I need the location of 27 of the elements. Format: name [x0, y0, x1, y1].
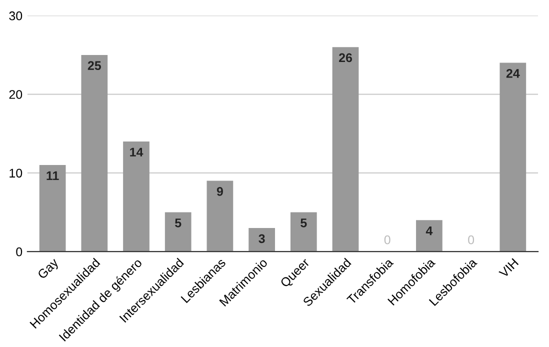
y-tick-label: 30 [9, 11, 22, 20]
data-label: 4 [426, 226, 433, 236]
bar [206, 180, 234, 252]
data-label: 0 [468, 235, 474, 244]
bar [416, 220, 442, 252]
data-label: 3 [258, 234, 265, 244]
data-label: 5 [300, 218, 307, 228]
data-label: 11 [46, 171, 59, 180]
bar [123, 141, 150, 252]
bar [290, 212, 317, 252]
data-label: 25 [88, 61, 102, 70]
bar [81, 54, 108, 252]
x-tick-label: VIH [498, 258, 519, 278]
data-label: 0 [384, 235, 390, 244]
bar [500, 62, 526, 252]
data-label: 14 [130, 148, 144, 156]
data-label: 24 [506, 69, 520, 78]
bar [39, 165, 66, 252]
data-label: 9 [216, 187, 223, 196]
y-tick-label: 10 [10, 168, 22, 178]
y-tick-label: 0 [16, 247, 22, 256]
y-tick-label: 20 [9, 90, 22, 99]
data-label: 26 [338, 53, 352, 62]
data-label: 5 [175, 218, 182, 228]
bar [248, 228, 275, 252]
bar [164, 212, 192, 252]
bar [332, 47, 359, 252]
